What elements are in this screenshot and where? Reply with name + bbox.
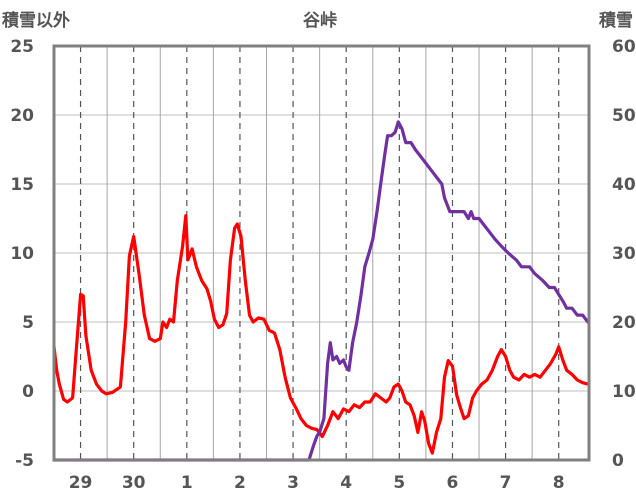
right-tick-label: 50 <box>612 106 636 126</box>
snow-depth-line <box>52 120 590 462</box>
x-tick-label: 29 <box>69 473 93 493</box>
left-tick-label: 25 <box>10 37 34 57</box>
series-layer <box>52 120 590 462</box>
right-tick-label: 40 <box>612 175 636 195</box>
x-tick-label: 2 <box>234 473 246 493</box>
right-tick-label: 30 <box>612 244 636 264</box>
x-tick-labels: 29 30 1 2 3 4 5 6 7 8 <box>69 473 565 493</box>
left-tick-labels: -5 0 5 10 15 20 25 <box>10 37 34 471</box>
left-tick-label: 10 <box>10 244 34 264</box>
x-tick-label: 6 <box>447 473 459 493</box>
left-tick-label: 5 <box>22 313 34 333</box>
left-tick-label: 20 <box>10 106 34 126</box>
left-tick-label: 0 <box>22 382 34 402</box>
right-tick-labels: 0 10 20 30 40 50 60 <box>612 37 636 471</box>
x-tick-label: 7 <box>500 473 512 493</box>
right-axis-label: 積雪 <box>599 10 633 31</box>
right-tick-label: 10 <box>612 382 636 402</box>
right-tick-label: 0 <box>612 451 624 471</box>
gridlines <box>54 46 589 460</box>
x-tick-label: 4 <box>340 473 352 493</box>
left-tick-label: -5 <box>15 451 34 471</box>
x-tick-label: 5 <box>393 473 405 493</box>
x-tick-label: 3 <box>287 473 299 493</box>
chart-title: 谷峠 <box>303 10 337 31</box>
x-tick-label: 1 <box>181 473 193 493</box>
left-tick-label: 15 <box>10 175 34 195</box>
right-tick-label: 60 <box>612 37 636 57</box>
left-axis-label: 積雪以外 <box>2 10 70 31</box>
right-tick-label: 20 <box>612 313 636 333</box>
plot-area <box>52 44 591 462</box>
x-tick-label: 8 <box>553 473 565 493</box>
x-tick-label: 30 <box>122 473 146 493</box>
temperature-line <box>52 214 590 455</box>
plot-frame <box>52 44 591 462</box>
